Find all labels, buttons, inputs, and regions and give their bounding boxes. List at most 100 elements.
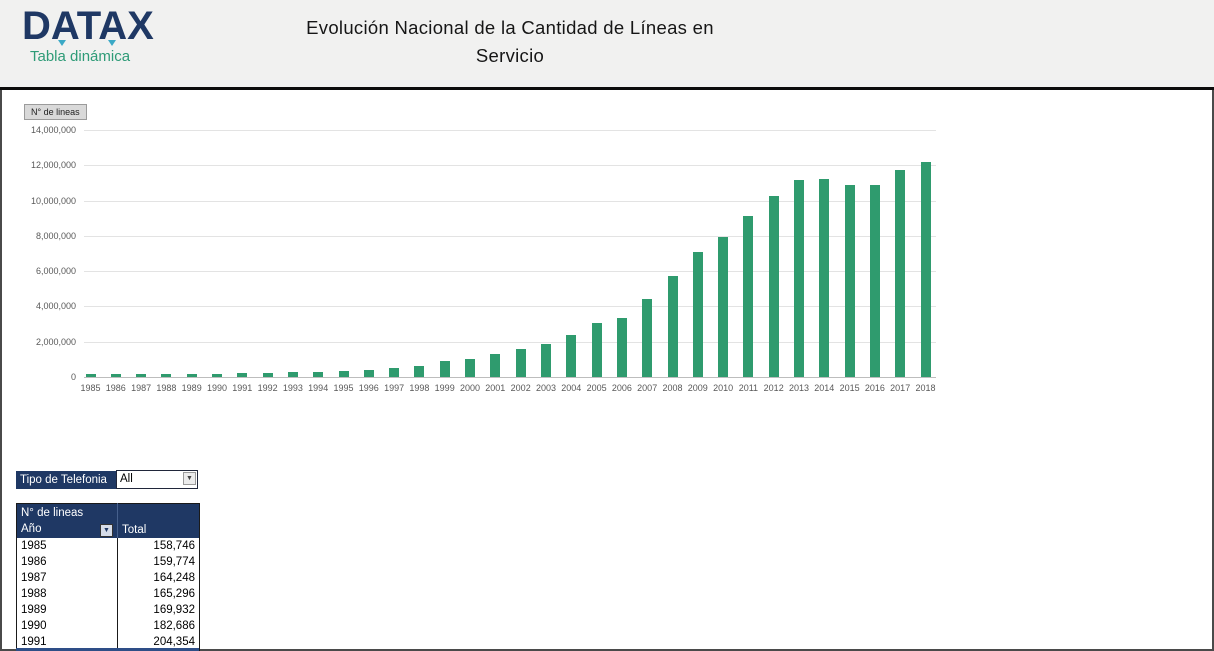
year-cell[interactable]: 1991 bbox=[16, 634, 118, 651]
table-row: 1988 165,296 bbox=[16, 586, 200, 602]
x-axis-tick-label: 2005 bbox=[586, 383, 607, 393]
bar-1999 bbox=[439, 361, 450, 377]
total-cell[interactable]: 158,746 bbox=[117, 538, 200, 554]
bar-1993 bbox=[287, 372, 298, 377]
logo-subtitle: Tabla dinámica bbox=[30, 48, 131, 65]
x-axis-tick-label: 2017 bbox=[890, 383, 911, 393]
year-cell[interactable]: 1985 bbox=[16, 538, 118, 554]
bar-1990 bbox=[212, 373, 222, 377]
x-axis-tick-label: 1995 bbox=[333, 383, 354, 393]
report-title-line1: Evolución Nacional de la Cantidad de Lín… bbox=[306, 17, 714, 38]
pivot-header-field-row: Año ▼ Total bbox=[16, 521, 200, 538]
year-cell[interactable]: 1990 bbox=[16, 618, 118, 634]
year-cell[interactable]: 1988 bbox=[16, 586, 118, 602]
bar-1997 bbox=[389, 368, 400, 377]
y-axis-tick-label: 8,000,000 bbox=[35, 230, 76, 241]
chart-gridline bbox=[84, 306, 936, 308]
pivot-row-field-cell[interactable]: Año ▼ bbox=[16, 521, 118, 538]
pivot-total-header-cell[interactable]: Total bbox=[117, 521, 200, 538]
bar-2013 bbox=[794, 179, 804, 377]
bar-2004 bbox=[566, 334, 577, 377]
bar-1998 bbox=[414, 365, 425, 377]
pivot-header-title-row: N° de lineas bbox=[16, 503, 200, 521]
x-axis-tick-label: 2007 bbox=[637, 383, 658, 393]
x-axis-tick-label: 1998 bbox=[409, 383, 430, 393]
bar-1988 bbox=[161, 374, 172, 377]
logo-check-icon bbox=[58, 40, 66, 46]
year-filter-dropdown-icon[interactable]: ▼ bbox=[100, 523, 113, 537]
x-axis-tick-label: 1988 bbox=[156, 383, 177, 393]
table-row: 1990 182,686 bbox=[16, 618, 200, 634]
chart-gridline bbox=[84, 271, 936, 273]
bar-1991 bbox=[237, 373, 248, 377]
bar-1987 bbox=[136, 374, 147, 377]
report-title-line2: Servicio bbox=[475, 45, 545, 66]
y-axis-tick-label: 4,000,000 bbox=[35, 301, 76, 312]
x-axis-tick-label: 2018 bbox=[915, 383, 936, 393]
table-row: 1989 169,932 bbox=[16, 602, 200, 618]
year-cell[interactable]: 1989 bbox=[16, 602, 118, 618]
pivot-table-next-row-edge bbox=[16, 648, 199, 651]
chart-field-button[interactable]: N° de lineas bbox=[24, 104, 87, 120]
bar-2003 bbox=[541, 344, 551, 377]
bar-2001 bbox=[490, 354, 501, 377]
x-axis-tick-label: 1992 bbox=[257, 383, 278, 393]
bar-1992 bbox=[262, 372, 273, 377]
bar-1995 bbox=[338, 370, 349, 377]
year-cell[interactable]: 1986 bbox=[16, 554, 118, 570]
x-axis-tick-label: 2001 bbox=[485, 383, 506, 393]
x-axis-tick-label: 2008 bbox=[662, 383, 683, 393]
total-cell[interactable]: 159,774 bbox=[117, 554, 200, 570]
bar-2011 bbox=[743, 215, 754, 377]
bar-1985 bbox=[85, 374, 96, 377]
x-axis-tick-label: 2014 bbox=[814, 383, 835, 393]
y-axis-tick-label: 14,000,000 bbox=[30, 125, 76, 135]
lines-evolution-chart[interactable]: N° de lineas 0 2,000,000 4,000,000 6,000,00… bbox=[0, 90, 960, 402]
bar-1996 bbox=[363, 369, 374, 377]
bar-2008 bbox=[667, 276, 678, 377]
bar-1986 bbox=[110, 374, 121, 377]
x-axis-tick-label: 1987 bbox=[131, 383, 152, 393]
x-axis-tick-label: 1991 bbox=[232, 383, 253, 393]
filter-value-cell[interactable]: All ▼ bbox=[116, 470, 198, 489]
bar-2018 bbox=[920, 161, 931, 377]
bar-2015 bbox=[844, 184, 855, 377]
x-axis-tick-label: 2012 bbox=[763, 383, 784, 393]
bar-2005 bbox=[591, 323, 602, 377]
pivot-empty-header-cell[interactable] bbox=[117, 503, 200, 521]
x-axis-tick-label: 2016 bbox=[864, 383, 885, 393]
bar-2002 bbox=[515, 349, 526, 377]
y-axis-tick-label: 0 bbox=[70, 372, 76, 382]
chart-gridline bbox=[84, 200, 936, 202]
bar-2010 bbox=[718, 236, 729, 377]
logo-check-icon bbox=[108, 40, 116, 46]
filter-selected-value: All bbox=[120, 473, 133, 485]
bar-1994 bbox=[313, 371, 324, 377]
table-row: 1985 158,746 bbox=[16, 538, 200, 554]
x-axis-tick-label: 1996 bbox=[358, 383, 379, 393]
total-cell[interactable]: 164,248 bbox=[117, 570, 200, 586]
x-axis-tick-label: 2015 bbox=[839, 383, 860, 393]
pivot-title-cell[interactable]: N° de lineas bbox=[16, 503, 118, 521]
x-axis-tick-label: 1989 bbox=[181, 383, 202, 393]
bar-2000 bbox=[465, 358, 475, 377]
year-cell[interactable]: 1987 bbox=[16, 570, 118, 586]
y-axis-tick-label: 2,000,000 bbox=[35, 336, 76, 347]
y-axis-tick-label: 12,000,000 bbox=[30, 160, 76, 171]
total-cell[interactable]: 204,354 bbox=[117, 634, 200, 651]
chart-gridline bbox=[84, 377, 936, 378]
x-axis-tick-label: 2006 bbox=[611, 383, 632, 393]
x-axis-tick-label: 2000 bbox=[459, 383, 481, 393]
bar-2014 bbox=[819, 179, 830, 377]
total-cell[interactable]: 169,932 bbox=[117, 602, 200, 618]
filter-dropdown-icon[interactable]: ▼ bbox=[183, 472, 196, 485]
bar-2017 bbox=[895, 169, 906, 377]
chart-gridline bbox=[84, 235, 936, 237]
total-cell[interactable]: 182,686 bbox=[117, 618, 200, 634]
x-axis-tick-label: 1993 bbox=[282, 383, 303, 393]
datax-logo: DATAX bbox=[22, 4, 154, 48]
y-axis-tick-label: 6,000,000 bbox=[35, 266, 76, 277]
chart-gridline bbox=[84, 165, 936, 167]
x-axis-tick-label: 2010 bbox=[713, 383, 734, 393]
total-cell[interactable]: 165,296 bbox=[117, 586, 200, 602]
